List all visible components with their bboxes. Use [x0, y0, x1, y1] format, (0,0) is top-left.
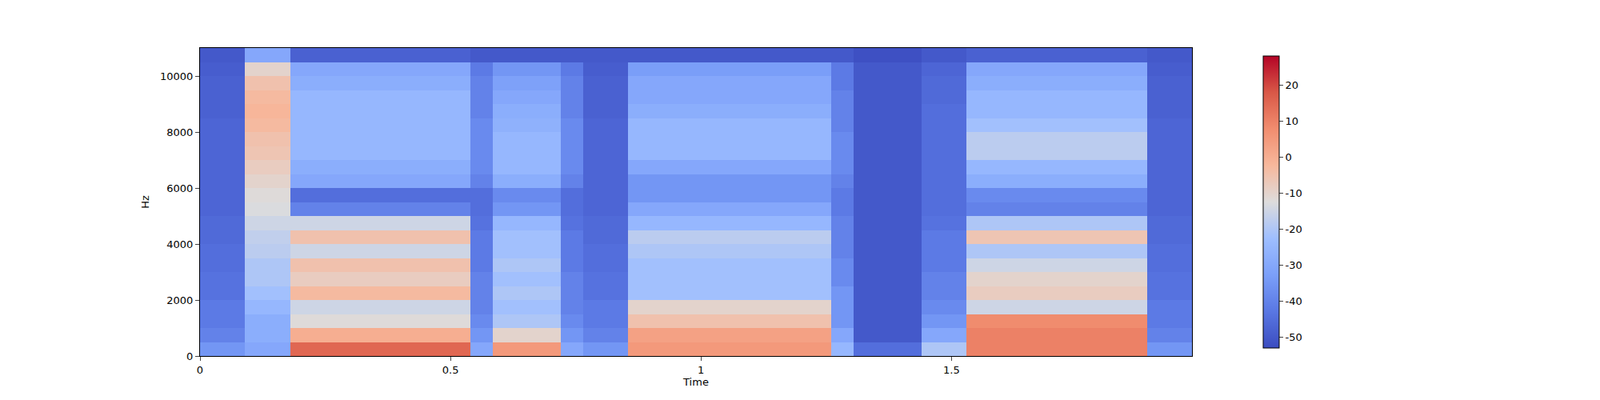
svg-text:Hz: Hz: [139, 195, 152, 209]
svg-text:0.5: 0.5: [442, 364, 460, 376]
svg-text:2000: 2000: [166, 294, 193, 307]
svg-text:0: 0: [196, 364, 204, 376]
svg-text:-50: -50: [1285, 331, 1303, 344]
svg-text:6000: 6000: [166, 182, 193, 195]
svg-text:-20: -20: [1285, 223, 1303, 236]
svg-text:1: 1: [697, 364, 704, 376]
svg-text:0: 0: [186, 350, 193, 363]
svg-text:1.5: 1.5: [943, 364, 960, 376]
svg-text:10000: 10000: [160, 70, 193, 83]
svg-text:Time: Time: [682, 376, 709, 388]
svg-text:10: 10: [1285, 115, 1300, 128]
svg-text:-40: -40: [1285, 295, 1303, 308]
svg-text:8000: 8000: [166, 126, 193, 139]
svg-text:4000: 4000: [166, 238, 193, 251]
svg-text:-30: -30: [1285, 259, 1303, 272]
svg-text:20: 20: [1285, 79, 1300, 92]
svg-text:-10: -10: [1285, 187, 1303, 200]
svg-text:0: 0: [1285, 151, 1292, 164]
